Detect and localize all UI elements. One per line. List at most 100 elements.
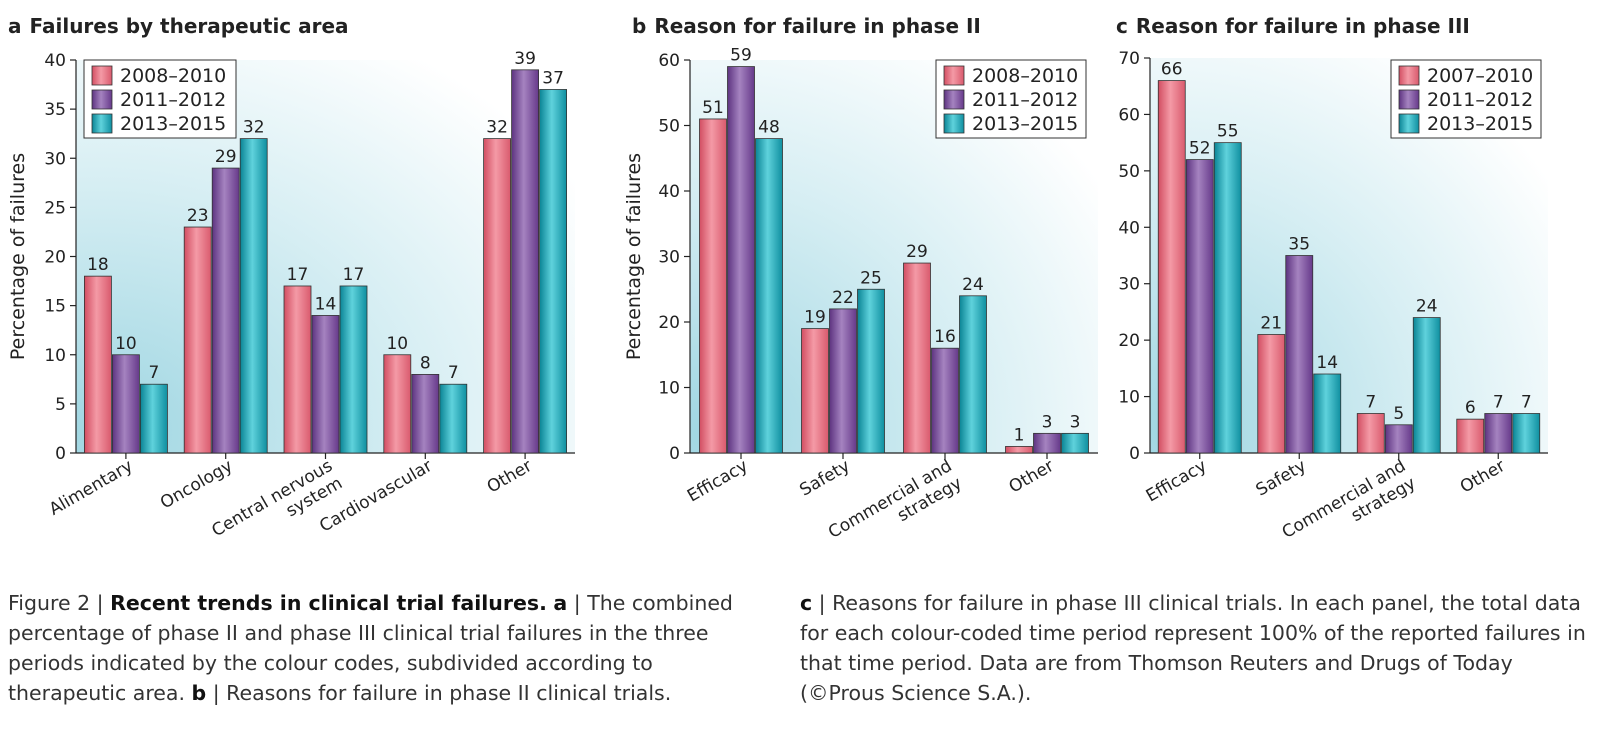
panel-b-y-tick-label: 40 (658, 182, 680, 202)
panel-c-data-label: 24 (1416, 297, 1438, 317)
panel-b-data-label: 24 (962, 275, 984, 295)
caption-left: Figure 2 | Recent trends in clinical tri… (8, 588, 768, 708)
panel-c-category-label-line: Efficacy (1143, 456, 1210, 507)
panel-b-legend-swatch (943, 65, 965, 86)
panel-a-legend-label: 2013–2015 (120, 113, 226, 135)
panel-b-y-tick-label: 50 (658, 117, 680, 137)
caption-bold-title: Recent trends in clinical trial failures… (110, 591, 547, 615)
panel-a-data-label: 17 (343, 265, 365, 285)
panel-a-y-tick-label: 0 (55, 444, 66, 464)
panel-b-y-tick-label: 60 (658, 51, 680, 71)
panel-b-bar (1005, 446, 1033, 454)
panel-a-letter: a (8, 14, 22, 38)
panel-a-legend-swatch (91, 65, 113, 86)
panel-b-bar (903, 262, 931, 454)
panel-b-title-text: Reason for failure in phase II (654, 14, 981, 38)
panel-b-bar (727, 66, 755, 454)
panel-c-legend-swatch (1398, 113, 1420, 134)
panel-c-bar (1285, 255, 1314, 454)
panel-a-bar (84, 275, 112, 454)
panel-b-y-axis-title: Percentage of failures (623, 153, 645, 360)
panel-c-category-label-line: Safety (1253, 456, 1310, 501)
panel-a-y-tick-label: 10 (44, 346, 66, 366)
panel-c-category-label: Efficacy (1143, 456, 1210, 507)
panel-c-y-tick-label: 70 (1118, 49, 1140, 69)
panel-c-bar (1384, 424, 1413, 454)
panel-b-data-label: 51 (702, 98, 724, 118)
panel-c-legend-label: 2011–2012 (1427, 89, 1533, 111)
panel-b-y-tick-label: 30 (658, 248, 680, 268)
panel-b-legend-label: 2013–2015 (972, 113, 1078, 135)
panel-a-data-label: 32 (486, 118, 508, 138)
panel-b-legend-label: 2011–2012 (972, 89, 1078, 111)
panel-c-bar (1512, 413, 1541, 454)
panel-c-bar (1185, 159, 1214, 454)
panel-c-data-label: 7 (1521, 393, 1532, 413)
panel-c-bar (1313, 373, 1342, 454)
panel-a-bar (311, 315, 340, 454)
panel-a-title-text: Failures by therapeutic area (29, 14, 349, 38)
panel-a-bar (439, 383, 468, 454)
panel-b-bar (755, 138, 783, 454)
panel-c-y-tick-label: 50 (1118, 162, 1140, 182)
panel-a-data-label: 32 (243, 118, 265, 138)
panel-a-y-tick-label: 30 (44, 149, 66, 169)
caption-right: c | Reasons for failure in phase III cli… (800, 588, 1590, 708)
panel-a-data-label: 18 (87, 255, 109, 275)
panel-a-y-tick-label: 15 (44, 297, 66, 317)
panel-a-category-label-line: Oncology (157, 456, 236, 513)
panel-c-letter: c (1116, 14, 1128, 38)
panel-b-category-label-line: Efficacy (684, 456, 751, 507)
panel-a-legend-label: 2011–2012 (120, 89, 226, 111)
panel-c-data-label: 21 (1260, 314, 1282, 334)
panel-b-letter: b (632, 14, 647, 38)
panel-a-data-label: 10 (115, 334, 137, 354)
panel-c-bar (1456, 418, 1485, 454)
panel-c-title-text: Reason for failure in phase III (1135, 14, 1470, 38)
panel-b-category-label: Safety (796, 456, 853, 501)
caption-a-text: | The combined percentage of phase II an… (8, 591, 733, 705)
panel-a-category-label: Alimentary (46, 456, 137, 520)
panel-b-data-label: 59 (730, 46, 752, 66)
panel-a-chart: 0 5 10 15 20 25 30 35 40 Percentage of failures 18… (7, 49, 575, 541)
panel-a-bar (183, 226, 212, 454)
panel-b-data-label: 29 (906, 242, 928, 262)
panel-a-y-tick-label: 40 (44, 51, 66, 71)
panel-a-category-label: Oncology (157, 456, 236, 513)
panel-b-data-label: 22 (832, 288, 854, 308)
panel-c-data-label: 66 (1161, 60, 1183, 80)
panel-c-data-label: 7 (1365, 393, 1376, 413)
caption-c-letter: c (800, 591, 813, 615)
panel-c-data-label: 5 (1393, 404, 1404, 424)
caption-a-letter: a (553, 591, 568, 615)
panel-c-legend-label: 2007–2010 (1427, 65, 1533, 87)
panel-a-bar (339, 285, 368, 454)
panel-c-y-tick-label: 0 (1129, 444, 1140, 464)
panel-a-y-tick-label: 25 (44, 198, 66, 218)
panel-b-data-label: 19 (804, 308, 826, 328)
panel-b-category-label: Efficacy (684, 456, 751, 507)
panel-b-bar (1061, 432, 1089, 454)
panel-b-category-label-line: Other (1006, 456, 1058, 497)
panel-a-data-label: 29 (215, 147, 237, 167)
panel-b-data-label: 1 (1014, 425, 1025, 445)
panel-c-data-label: 52 (1189, 139, 1211, 159)
panel-c-legend-label: 2013–2015 (1427, 113, 1533, 135)
panel-a-data-label: 7 (448, 363, 459, 383)
panel-c-bar (1484, 413, 1513, 454)
panel-a-bar (539, 89, 567, 454)
panel-b-legend-swatch (943, 89, 965, 110)
caption-b-letter: b (191, 681, 207, 705)
panel-c-data-label: 55 (1217, 122, 1239, 142)
panel-a-data-label: 7 (148, 363, 159, 383)
panel-a-bar (112, 354, 140, 454)
panel-a-category-label: Other (484, 456, 536, 497)
panel-a-data-label: 14 (315, 294, 337, 314)
panel-b-data-label: 3 (1070, 412, 1081, 432)
panel-b-category-label-line: Safety (796, 456, 853, 501)
panel-a-bar (139, 383, 168, 454)
panel-c-y-tick-label: 20 (1118, 331, 1140, 351)
panel-a-data-label: 8 (420, 353, 431, 373)
